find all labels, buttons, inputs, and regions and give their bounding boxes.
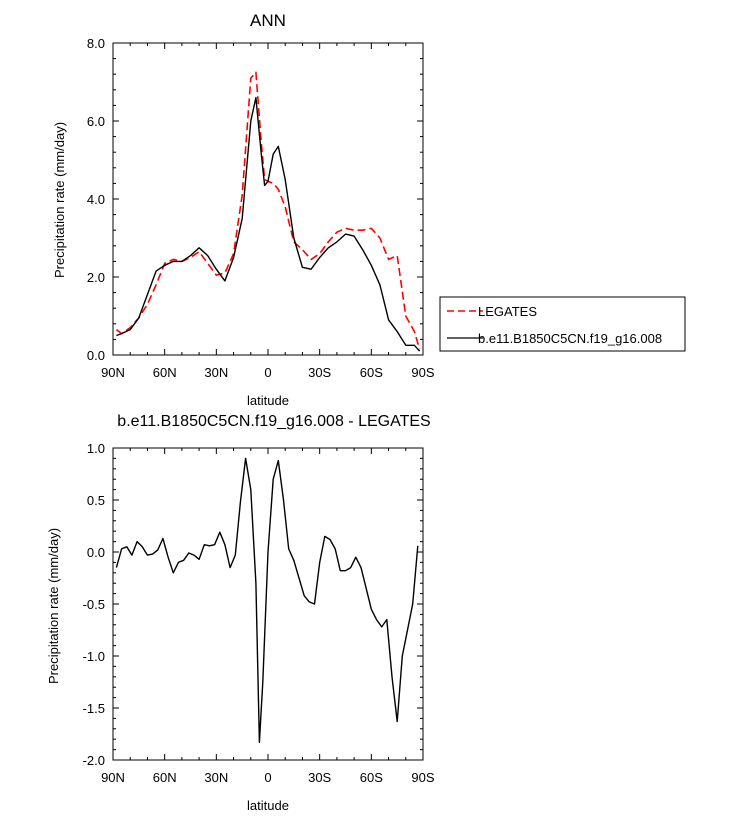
x-tick-label: 30N <box>204 770 228 785</box>
legend-label-model: b.e11.B1850C5CN.f19_g16.008 <box>478 331 662 346</box>
y-tick-label: -1.0 <box>83 649 105 664</box>
series-line-difference <box>115 457 419 743</box>
y-tick-label: -0.5 <box>83 597 105 612</box>
y-axis-label: Precipitation rate (mm/day) <box>46 528 61 684</box>
chart-difference: b.e11.B1850C5CN.f19_g16.008 - LEGATES Pr… <box>46 413 435 813</box>
y-tick-label: 0.0 <box>87 348 105 363</box>
x-tick-label: 30S <box>308 770 331 785</box>
axis-ticks: 90N 60N 30N 0 30S 60S 90S 0.0 2.0 4.0 6.0 8.0 <box>87 36 435 380</box>
x-tick-label: 0 <box>264 365 271 380</box>
plot-frame <box>112 42 424 356</box>
x-tick-label: 60S <box>360 365 383 380</box>
y-tick-label: 1.0 <box>87 441 105 456</box>
axis-ticks: 90N 60N 30N 0 30S 60S 90S 1.0 0.5 0.0 -0.5 -1.0 -1.5… <box>83 441 435 785</box>
chart-annual-precipitation: ANN Precipitation rate (mm/day) latitude… <box>52 11 686 408</box>
x-tick-label: 60N <box>153 770 177 785</box>
chart-title: ANN <box>250 11 286 30</box>
y-tick-label: 4.0 <box>87 192 105 207</box>
y-tick-label: -2.0 <box>83 753 105 768</box>
x-tick-label: 90N <box>101 365 125 380</box>
series-lines <box>115 71 421 352</box>
series-lines <box>115 457 419 743</box>
x-axis-label: latitude <box>247 393 289 408</box>
y-tick-label: 0.0 <box>87 545 105 560</box>
x-axis-label: latitude <box>247 798 289 813</box>
legend: LEGATES b.e11.B1850C5CN.f19_g16.008 <box>439 296 686 352</box>
x-tick-label: 60S <box>360 770 383 785</box>
x-tick-label: 90S <box>411 770 434 785</box>
legend-box <box>439 296 686 352</box>
x-tick-label: 90S <box>411 365 434 380</box>
y-tick-label: -1.5 <box>83 701 105 716</box>
y-tick-label: 6.0 <box>87 114 105 129</box>
x-tick-label: 90N <box>101 770 125 785</box>
y-axis-label: Precipitation rate (mm/day) <box>52 122 67 278</box>
chart-title: b.e11.B1850C5CN.f19_g16.008 - LEGATES <box>117 413 430 430</box>
legend-label-legates: LEGATES <box>478 304 537 319</box>
plot-frame <box>112 447 424 761</box>
series-line-legates <box>115 71 421 350</box>
y-tick-label: 8.0 <box>87 36 105 51</box>
x-tick-label: 60N <box>153 365 177 380</box>
x-tick-label: 0 <box>264 770 271 785</box>
x-tick-label: 30N <box>204 365 228 380</box>
x-tick-label: 30S <box>308 365 331 380</box>
series-line-b-e11-b1850c5cn-f19-g16-008 <box>116 96 421 352</box>
y-tick-label: 2.0 <box>87 270 105 285</box>
y-tick-label: 0.5 <box>87 493 105 508</box>
